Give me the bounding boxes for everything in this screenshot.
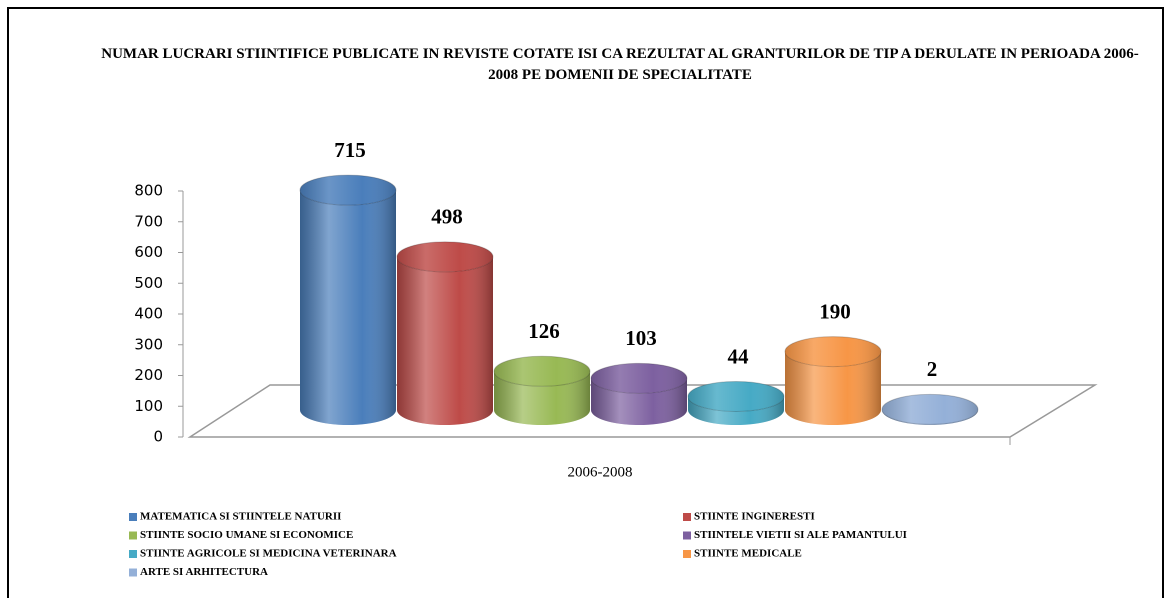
- legend-swatch: [683, 550, 691, 558]
- frame: [7, 7, 1164, 598]
- data-label: 103: [625, 326, 657, 350]
- legend-swatch: [129, 568, 137, 577]
- y-tick-label: 0: [153, 428, 163, 446]
- shading: [494, 356, 590, 387]
- legend-label: STIINTE INGINERESTI: [694, 511, 815, 523]
- x-tick-label: 2006-2008: [568, 464, 633, 480]
- data-label: 715: [334, 138, 366, 162]
- shading: [688, 396, 784, 425]
- legend-swatch: [683, 531, 691, 540]
- data-label: 498: [431, 205, 463, 229]
- legend-swatch: [129, 550, 137, 558]
- y-tick-label: 400: [134, 305, 163, 323]
- shading: [785, 336, 881, 367]
- legend-label: ARTE SI ARHITECTURA: [140, 566, 268, 578]
- shading: [591, 378, 687, 425]
- y-tick-label: 500: [134, 274, 163, 292]
- data-label: 2: [927, 357, 938, 381]
- y-tick-label: 700: [134, 212, 163, 230]
- legend-swatch: [129, 531, 137, 540]
- shading: [688, 381, 784, 412]
- y-tick-label: 200: [134, 366, 163, 384]
- shading: [591, 363, 687, 394]
- legend-swatch: [683, 513, 691, 521]
- legend-label: STIINTE SOCIO UMANE SI ECONOMICE: [140, 529, 353, 541]
- chart-title: NUMAR LUCRARI STIINTIFICE PUBLICATE IN R…: [101, 46, 1139, 83]
- shading: [397, 256, 493, 425]
- data-label: 190: [819, 299, 851, 323]
- shading: [882, 394, 978, 425]
- y-tick-label: 100: [134, 397, 163, 415]
- legend-label: STIINTE AGRICOLE SI MEDICINA VETERINARA: [140, 548, 397, 560]
- shading: [494, 371, 590, 425]
- shading: [397, 241, 493, 272]
- legend-label: MATEMATICA SI STIINTELE NATURII: [140, 511, 341, 523]
- y-tick-label: 800: [134, 182, 163, 200]
- y-tick-label: 300: [134, 335, 163, 353]
- shading: [300, 190, 396, 425]
- data-label: 44: [728, 344, 750, 368]
- shading: [300, 175, 396, 206]
- shading: [785, 351, 881, 425]
- legend-label: STIINTELE VIETII SI ALE PAMANTULUI: [694, 529, 907, 541]
- legend-swatch: [129, 513, 137, 521]
- data-label: 126: [528, 319, 560, 343]
- y-tick-label: 600: [134, 243, 163, 261]
- legend-label: STIINTE MEDICALE: [694, 548, 802, 560]
